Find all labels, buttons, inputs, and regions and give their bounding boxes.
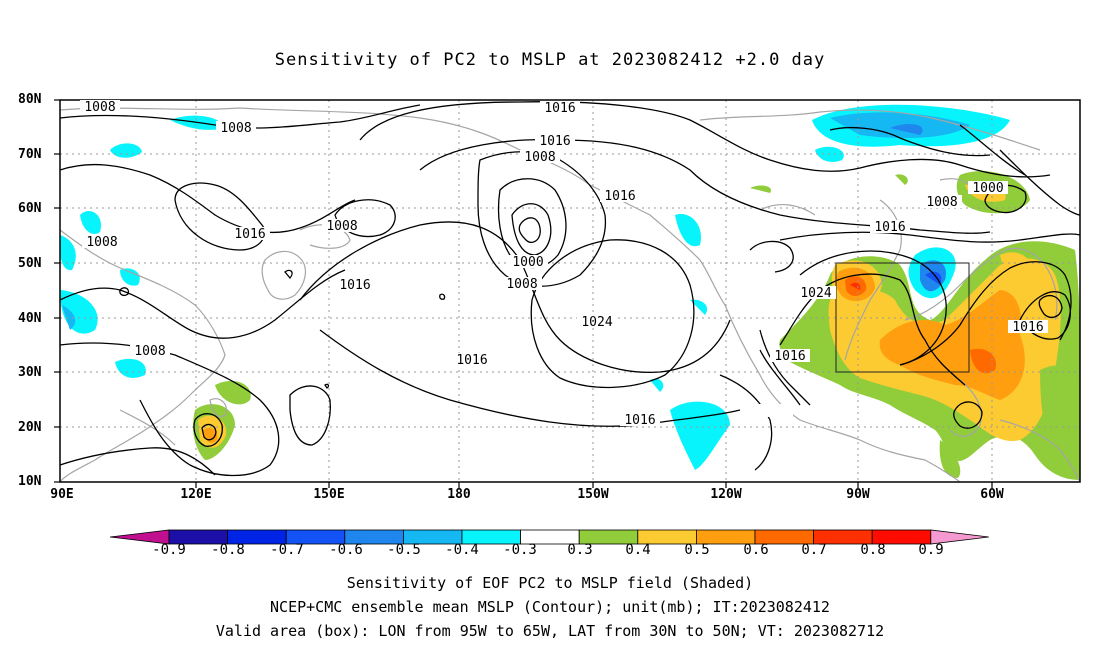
lon-label-150e: 150E xyxy=(313,487,345,502)
svg-text:1024: 1024 xyxy=(800,286,831,301)
contour-label-1008-f: 1008 xyxy=(322,219,362,234)
svg-text:1008: 1008 xyxy=(84,100,115,115)
contour-label-1000-b: 1000 xyxy=(968,181,1008,196)
svg-text:1016: 1016 xyxy=(544,101,575,116)
caption-line-2: NCEP+CMC ensemble mean MSLP (Contour); u… xyxy=(270,598,830,616)
svg-text:1000: 1000 xyxy=(512,255,543,270)
colorbar-label: -0.6 xyxy=(329,542,363,558)
contour-label-1016-e: 1016 xyxy=(452,353,492,368)
svg-text:1016: 1016 xyxy=(234,227,265,242)
svg-text:1016: 1016 xyxy=(456,353,487,368)
contour-label-1016-i: 1016 xyxy=(770,349,810,364)
plot-frame xyxy=(59,99,1081,483)
lon-label-150w: 150W xyxy=(577,487,609,502)
valid-area-box xyxy=(835,262,970,373)
contour-label-1008-h: 1008 xyxy=(922,195,962,210)
contour-label-1016-h: 1016 xyxy=(870,220,910,235)
lon-label-180: 180 xyxy=(447,487,471,502)
contour-label-1008-c: 1008 xyxy=(82,235,122,250)
svg-text:1000: 1000 xyxy=(972,181,1003,196)
contour-label-1008-g: 1008 xyxy=(502,277,542,292)
lon-label-120w: 120W xyxy=(710,487,742,502)
colorbar-label: -0.8 xyxy=(211,542,245,558)
colorbar xyxy=(109,529,989,545)
colorbar-label: -0.4 xyxy=(445,542,479,558)
lat-label-20n: 20N xyxy=(18,420,42,435)
colorbar-label: -0.3 xyxy=(503,542,537,558)
svg-text:1016: 1016 xyxy=(539,134,570,149)
svg-text:1024: 1024 xyxy=(581,315,612,330)
lat-label-70n: 70N xyxy=(18,147,42,162)
colorbar-label: 0.7 xyxy=(801,542,827,558)
lon-label-90e: 90E xyxy=(50,487,74,502)
caption-line-3: Valid area (box): LON from 95W to 65W, L… xyxy=(215,622,885,640)
caption-line-1: Sensitivity of EOF PC2 to MSLP field (Sh… xyxy=(346,574,754,592)
colorbar-label: -0.5 xyxy=(387,542,421,558)
contour-label-1016-f: 1016 xyxy=(600,189,640,204)
axis-ticks xyxy=(54,99,993,488)
contour-label-1016-c: 1016 xyxy=(230,227,270,242)
colorbar-label: -0.9 xyxy=(152,542,186,558)
lat-label-60n: 60N xyxy=(18,201,42,216)
contour-label-1016-a: 1016 xyxy=(540,101,580,116)
colorbar-right-arrow xyxy=(930,529,989,545)
svg-text:1016: 1016 xyxy=(1012,320,1043,335)
contour-label-1008-d: 1008 xyxy=(130,344,170,359)
lat-label-30n: 30N xyxy=(18,365,42,380)
svg-text:1016: 1016 xyxy=(339,278,370,293)
colorbar-label: 0.9 xyxy=(918,542,944,558)
shaded-fields xyxy=(59,104,1080,480)
lat-label-40n: 40N xyxy=(18,311,42,326)
lon-label-90w: 90W xyxy=(846,487,870,502)
svg-text:1016: 1016 xyxy=(874,220,905,235)
svg-text:1008: 1008 xyxy=(524,150,555,165)
svg-text:1008: 1008 xyxy=(220,121,251,136)
colorbar-label: 0.3 xyxy=(567,542,593,558)
mslp-contours xyxy=(59,101,1081,477)
svg-text:1008: 1008 xyxy=(926,195,957,210)
svg-text:1008: 1008 xyxy=(134,344,165,359)
contour-label-1016-g: 1016 xyxy=(620,413,660,428)
colorbar-label: 0.8 xyxy=(860,542,886,558)
lon-label-120e: 120E xyxy=(180,487,212,502)
svg-text:1016: 1016 xyxy=(604,189,635,204)
colorbar-label: 0.6 xyxy=(743,542,769,558)
svg-text:1008: 1008 xyxy=(86,235,117,250)
lat-label-50n: 50N xyxy=(18,256,42,271)
figure-title: Sensitivity of PC2 to MSLP at 2023082412… xyxy=(274,50,826,70)
contour-label-1008-e: 1008 xyxy=(520,150,560,165)
contour-label-1016-j: 1016 xyxy=(1008,320,1048,335)
colorbar-label: -0.7 xyxy=(270,542,304,558)
contour-label-1024-a: 1024 xyxy=(577,315,617,330)
svg-text:1016: 1016 xyxy=(774,349,805,364)
colorbar-label: 0.5 xyxy=(684,542,710,558)
svg-text:1008: 1008 xyxy=(506,277,537,292)
contour-label-1000-a: 1000 xyxy=(508,255,548,270)
contour-label-1008-a: 1008 xyxy=(80,100,120,115)
contour-label-1008-i xyxy=(753,404,793,417)
contour-label-1024-b: 1024 xyxy=(796,286,836,301)
lat-label-80n: 80N xyxy=(18,92,42,107)
contour-labels: 1008 1008 1008 1008 1016 1016 1016 1016 … xyxy=(80,100,1048,428)
svg-text:1016: 1016 xyxy=(624,413,655,428)
contour-label-1008-b: 1008 xyxy=(216,121,256,136)
contour-label-1016-b: 1016 xyxy=(535,134,575,149)
colorbar-label: 0.4 xyxy=(625,542,651,558)
lon-label-60w: 60W xyxy=(980,487,1004,502)
lat-label-10n: 10N xyxy=(18,474,42,489)
svg-text:1008: 1008 xyxy=(326,219,357,234)
contour-label-1016-d: 1016 xyxy=(335,278,375,293)
